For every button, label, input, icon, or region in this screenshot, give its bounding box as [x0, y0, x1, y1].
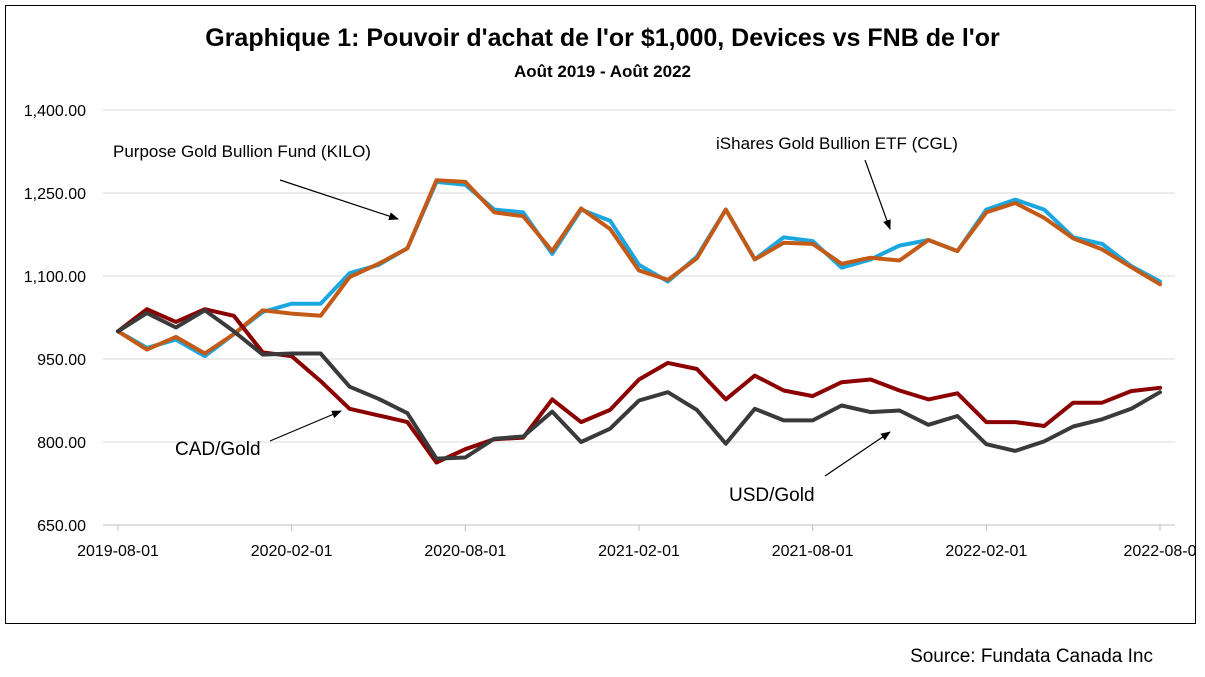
chart-subtitle: Août 2019 - Août 2022 — [514, 62, 691, 81]
y-tick-label: 950.00 — [37, 352, 86, 369]
source-note: Source: Fundata Canada Inc — [910, 646, 1153, 667]
y-tick-label: 1,100.00 — [24, 269, 86, 286]
x-tick-label: 2022-08-0 — [1124, 543, 1197, 560]
y-tick-label: 800.00 — [37, 435, 86, 452]
x-tick-label: 2020-08-01 — [424, 543, 506, 560]
series-line-ishares-gold-bullion-etf-cgl — [116, 179, 1162, 359]
x-tick-label: 2021-08-01 — [772, 543, 854, 560]
x-tick-label: 2022-02-01 — [945, 543, 1027, 560]
cgl-annotation-label: iShares Gold Bullion ETF (CGL) — [716, 134, 958, 153]
series-line-usd-gold — [116, 308, 1162, 461]
axes: 1,400.00 1,250.00 1,100.00 950.00 800.00 650.… — [24, 103, 1197, 560]
usd-annotation-label: USD/Gold — [729, 485, 815, 506]
kilo-annotation-arrow — [279, 179, 399, 220]
gridlines — [103, 109, 1175, 443]
y-tick-label: 650.00 — [37, 518, 86, 535]
series-line-purpose-gold-bullion-fund-kilo — [116, 178, 1162, 356]
x-tick-label: 2019-08-01 — [77, 543, 159, 560]
chart-frame — [5, 5, 1196, 624]
series-line-cad-gold — [116, 307, 1162, 465]
cgl-annotation-arrow — [864, 159, 891, 230]
cad-annotation-label: CAD/Gold — [175, 439, 261, 460]
x-tick-label: 2021-02-01 — [598, 543, 680, 560]
usd-annotation-arrow — [824, 431, 891, 477]
x-tick-label: 2020-02-01 — [251, 543, 333, 560]
chart-title: Graphique 1: Pouvoir d'achat de l'or $1,… — [205, 24, 1000, 52]
kilo-annotation-label: Purpose Gold Bullion Fund (KILO) — [113, 142, 371, 161]
series-lines — [116, 178, 1162, 465]
cad-annotation-arrow — [269, 410, 342, 442]
y-tick-label: 1,400.00 — [24, 103, 86, 120]
y-tick-label: 1,250.00 — [24, 186, 86, 203]
